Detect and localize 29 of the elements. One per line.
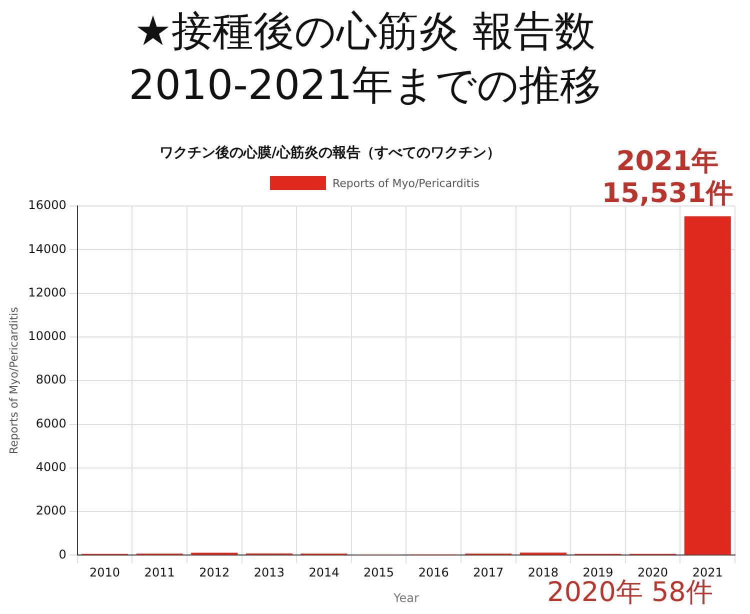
x-tick-label: 2021 bbox=[692, 566, 723, 580]
y-tick-label: 4000 bbox=[36, 460, 66, 474]
y-tick-label: 10000 bbox=[28, 329, 66, 344]
x-tick-label: 2011 bbox=[144, 566, 175, 580]
x-tick-label: 2010 bbox=[90, 566, 120, 580]
x-tick-label: 2015 bbox=[364, 566, 394, 580]
x-tick-label: 2019 bbox=[582, 566, 614, 580]
chart-title: ★接種後の心筋炎 報告数 2010-2021年までの推移 bbox=[128, 6, 602, 111]
x-tick-label: 2018 bbox=[528, 566, 558, 580]
annotation: 2020年 58件 bbox=[546, 577, 714, 610]
y-tick-label: 16000 bbox=[28, 198, 66, 212]
x-tick-label: 2012 bbox=[199, 566, 230, 580]
chart-subtitle: ワクチン後の心膜/心筋炎の報告（すべてのワクチン） bbox=[158, 144, 502, 162]
y-tick-label: 0 bbox=[58, 547, 66, 562]
x-tick-label: 2014 bbox=[308, 566, 340, 580]
y-tick-label: 14000 bbox=[28, 242, 66, 256]
x-tick-label: 2016 bbox=[418, 566, 449, 580]
bar bbox=[684, 216, 731, 555]
annotation: 2021年 15,531件 bbox=[600, 146, 734, 210]
y-tick-label: 12000 bbox=[28, 285, 66, 300]
text: Reports of Myo/Pericarditis bbox=[332, 176, 480, 190]
y-tick-label: 8000 bbox=[36, 372, 66, 387]
y-axis-title: Reports of Myo/Pericarditis bbox=[7, 306, 20, 454]
y-tick-label: 6000 bbox=[36, 416, 66, 430]
x-tick-label: 2020 bbox=[638, 566, 668, 580]
y-tick-label: 2000 bbox=[36, 504, 66, 518]
x-tick-label: 2017 bbox=[473, 566, 504, 580]
x-axis-title: Year bbox=[392, 590, 419, 605]
x-tick-label: 2013 bbox=[254, 566, 284, 580]
